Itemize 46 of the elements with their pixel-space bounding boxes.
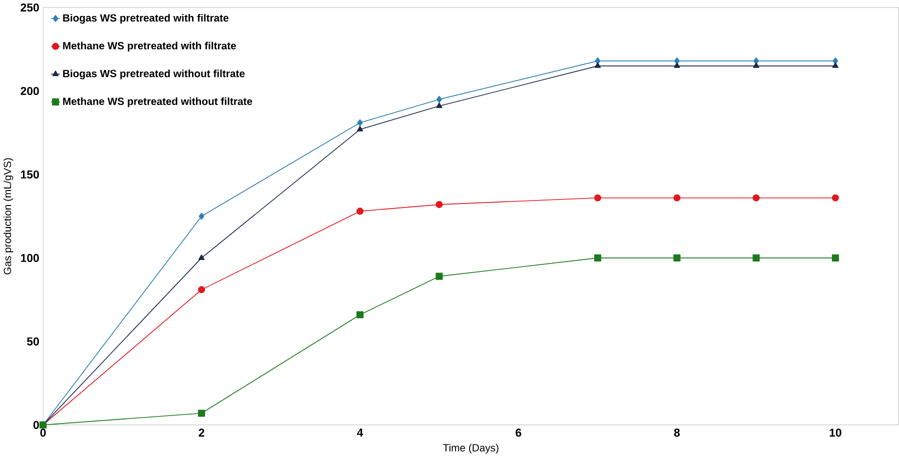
x-axis-title: Time (Days)	[443, 444, 498, 454]
x-tick-label: 0	[40, 428, 46, 437]
point	[752, 254, 760, 262]
point	[436, 272, 443, 280]
point	[594, 194, 602, 202]
point	[198, 286, 206, 294]
point	[356, 311, 364, 318]
point	[832, 62, 839, 68]
legend-label: Biogas WS pretreated with filtrate	[63, 14, 228, 24]
point	[356, 208, 364, 215]
point	[752, 194, 760, 202]
legend-label: Methane WS pretreated with filtrate	[63, 42, 236, 52]
x-tick-label: 4	[356, 428, 364, 436]
x-tick-label: 10	[830, 428, 842, 437]
point	[753, 62, 760, 68]
point	[594, 62, 601, 68]
point	[594, 57, 600, 64]
point	[198, 212, 204, 220]
point	[674, 57, 680, 64]
point	[832, 254, 839, 262]
point	[357, 119, 363, 126]
point	[436, 96, 442, 103]
y-tick-label: 0	[33, 420, 39, 429]
point	[673, 194, 680, 202]
y-tick-label: 50	[27, 337, 39, 346]
y-axis-title: Gas production (mL/gVS)	[3, 158, 14, 274]
point	[594, 254, 602, 262]
point	[674, 62, 680, 68]
point	[436, 102, 442, 108]
point	[198, 254, 205, 260]
legend-label: Methane WS pretreated without filtrate	[63, 97, 252, 108]
x-tick-label: 6	[516, 428, 522, 437]
x-tick-label: 2	[198, 428, 204, 437]
point	[436, 201, 443, 208]
point	[832, 57, 838, 64]
point	[356, 126, 364, 132]
point	[198, 410, 206, 417]
legend-label: Biogas WS pretreated without filtrate	[63, 70, 245, 80]
point	[673, 254, 680, 262]
y-tick-label: 250	[20, 3, 39, 12]
point	[753, 57, 759, 64]
y-tick-label: 150	[21, 170, 39, 179]
point	[832, 194, 839, 202]
y-tick-label: 200	[20, 86, 39, 96]
y-tick-label: 100	[21, 254, 39, 262]
x-tick-label: 8	[674, 428, 680, 437]
